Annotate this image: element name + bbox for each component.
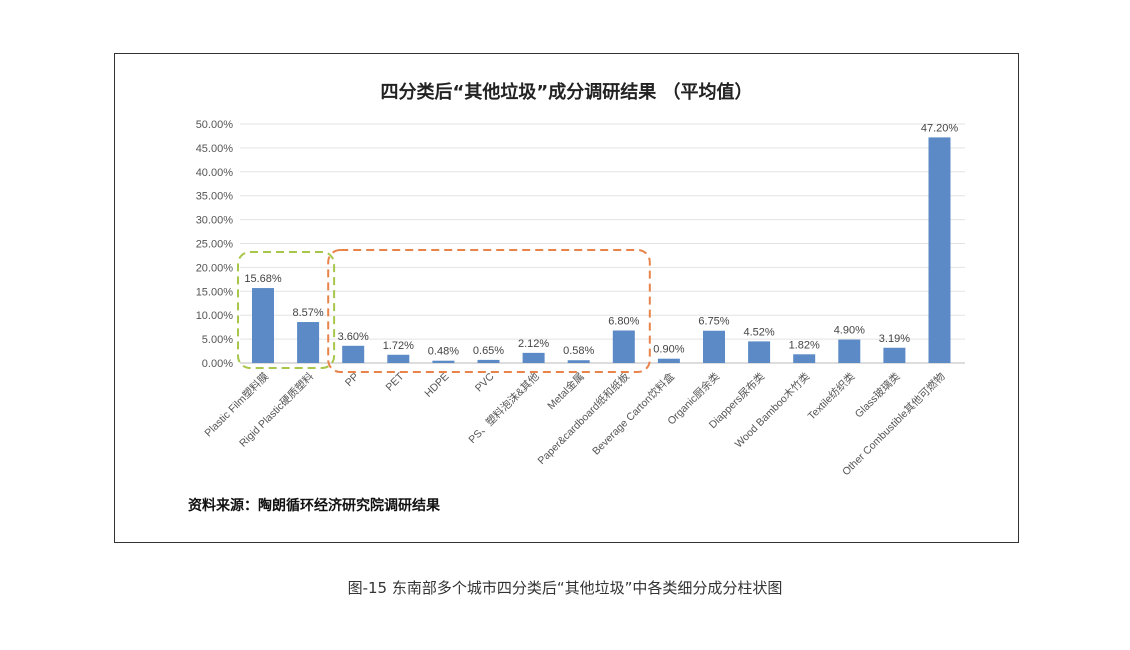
y-tick-label: 10.00%	[196, 310, 234, 322]
y-tick-label: 5.00%	[202, 334, 233, 346]
data-label: 3.60%	[338, 331, 369, 343]
y-tick-label: 40.00%	[196, 167, 234, 179]
y-tick-label: 0.00%	[202, 358, 233, 370]
x-tick-label: PVC	[473, 370, 497, 394]
y-tick-label: 50.00%	[196, 119, 234, 131]
bar	[567, 360, 590, 363]
data-label: 4.52%	[743, 326, 774, 338]
y-tick-label: 15.00%	[196, 286, 234, 298]
bar	[612, 330, 635, 363]
y-tick-label: 45.00%	[196, 143, 234, 155]
x-tick-label: Wood Bamboo木竹类	[732, 370, 813, 451]
bar	[657, 358, 680, 363]
data-label: 6.80%	[608, 315, 639, 327]
x-tick-label: Textile纺织类	[805, 370, 858, 423]
data-label: 6.75%	[698, 316, 729, 328]
x-tick-label: Glass玻璃类	[852, 370, 903, 421]
data-label: 47.20%	[921, 122, 959, 134]
x-tick-label: PET	[383, 370, 406, 393]
data-label: 4.90%	[834, 325, 865, 337]
x-tick-label: Beverage Carton饮料盒	[589, 370, 677, 458]
bar	[793, 354, 816, 363]
y-tick-label: 20.00%	[196, 262, 234, 274]
source-note: 资料来源：陶朗循环经济研究院调研结果	[188, 498, 440, 514]
y-tick-label: 30.00%	[196, 215, 234, 227]
bar	[252, 288, 274, 363]
bar	[522, 352, 545, 363]
bar	[748, 341, 771, 363]
data-label: 0.48%	[428, 346, 459, 358]
data-label: 8.57%	[292, 307, 323, 319]
bar	[477, 359, 500, 363]
figure-caption: 图-15 东南部多个城市四分类后“其他垃圾”中各类细分成分柱状图	[347, 579, 783, 597]
bar	[387, 354, 410, 363]
x-tick-label: Metal金属	[545, 370, 587, 412]
x-tick-label: Paper&cardboard纸和纸板	[535, 370, 632, 467]
data-label: 2.12%	[518, 338, 549, 350]
bar	[883, 347, 906, 363]
data-label: 0.58%	[563, 345, 594, 357]
data-label: 1.72%	[383, 340, 414, 352]
chart-frame	[114, 53, 1019, 543]
data-label: 3.19%	[879, 333, 910, 345]
bar	[297, 322, 320, 363]
y-tick-label: 25.00%	[196, 239, 234, 251]
data-label: 1.82%	[789, 339, 820, 351]
data-label: 0.90%	[653, 344, 684, 356]
data-label: 15.68%	[244, 273, 282, 285]
highlight-box	[327, 249, 651, 373]
chart-title: 四分类后“其他垃圾”成分调研结果 （平均值）	[380, 82, 753, 103]
x-tick-label: PP	[343, 371, 361, 389]
data-label: 0.65%	[473, 345, 504, 357]
highlight-box	[237, 251, 336, 369]
x-tick-label: HDPE	[422, 371, 451, 400]
bar	[703, 330, 725, 363]
x-tick-label: Rigid Plastic硬质塑料	[236, 370, 316, 450]
bar	[838, 339, 861, 363]
y-tick-label: 35.00%	[196, 191, 234, 203]
bar	[342, 345, 365, 363]
bar	[928, 137, 951, 363]
bar	[432, 360, 455, 363]
